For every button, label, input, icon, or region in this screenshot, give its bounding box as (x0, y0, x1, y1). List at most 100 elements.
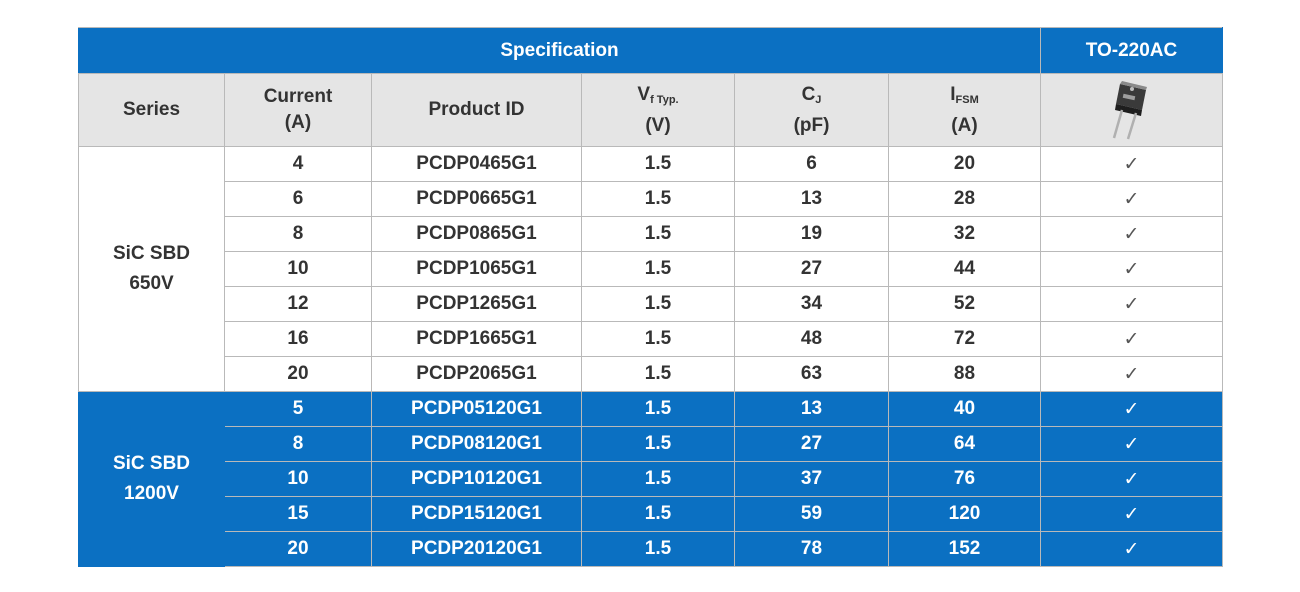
ifsm-cell: 120 (888, 496, 1041, 532)
package-check-icon: ✓ (1040, 531, 1223, 567)
title-row: Specification TO-220AC (78, 27, 1223, 74)
product-id-cell: PCDP15120G1 (371, 496, 582, 532)
col-vf-unit: (V) (645, 114, 671, 136)
ifsm-cell: 64 (888, 426, 1041, 462)
col-vf: Vf Typ. (V) (581, 73, 735, 147)
cj-cell: 13 (734, 181, 889, 217)
table-row: 10 PCDP1065G1 1.5 27 44 ✓ (79, 251, 1223, 287)
vf-cell: 1.5 (581, 286, 735, 322)
table-row: 16 PCDP1665G1 1.5 48 72 ✓ (79, 321, 1223, 357)
package-check-icon: ✓ (1040, 496, 1223, 532)
table-row: 8 PCDP08120G1 1.5 27 64 ✓ (79, 426, 1223, 462)
product-id-cell: PCDP0465G1 (371, 146, 582, 182)
package-check-icon: ✓ (1040, 146, 1223, 182)
package-check-icon: ✓ (1040, 356, 1223, 392)
current-cell: 20 (224, 356, 372, 392)
vf-cell: 1.5 (581, 146, 735, 182)
cj-cell: 19 (734, 216, 889, 252)
current-cell: 16 (224, 321, 372, 357)
table-row: SiC SBD 650V 4 PCDP0465G1 1.5 6 20 ✓ (78, 146, 1223, 392)
col-cj-unit: (pF) (793, 114, 830, 136)
col-vf-subscript: f Typ. (650, 93, 679, 106)
vf-cell: 1.5 (581, 426, 735, 462)
cj-cell: 63 (734, 356, 889, 392)
cj-cell: 34 (734, 286, 889, 322)
table-row: 20 PCDP20120G1 1.5 78 152 ✓ (79, 531, 1223, 567)
col-series: Series (78, 73, 225, 147)
cj-cell: 13 (734, 391, 889, 427)
col-current: Current (A) (224, 73, 372, 147)
table-row: 15 PCDP15120G1 1.5 59 120 ✓ (79, 496, 1223, 532)
product-id-cell: PCDP1665G1 (371, 321, 582, 357)
series-1200v-label: SiC SBD 1200V (78, 391, 225, 567)
current-cell: 12 (224, 286, 372, 322)
ifsm-cell: 32 (888, 216, 1041, 252)
vf-cell: 1.5 (581, 531, 735, 567)
table-row: 6 PCDP0665G1 1.5 13 28 ✓ (79, 181, 1223, 217)
product-id-cell: PCDP2065G1 (371, 356, 582, 392)
vf-cell: 1.5 (581, 496, 735, 532)
cj-cell: 27 (734, 426, 889, 462)
package-title: TO-220AC (1040, 27, 1223, 74)
vf-cell: 1.5 (581, 461, 735, 497)
specification-title: Specification (78, 27, 1041, 74)
series-name: SiC SBD (112, 453, 191, 474)
table-row: 10 PCDP10120G1 1.5 37 76 ✓ (79, 461, 1223, 497)
table-row: 20 PCDP2065G1 1.5 63 88 ✓ (79, 356, 1223, 392)
cj-cell: 48 (734, 321, 889, 357)
current-cell: 10 (224, 251, 372, 287)
col-vf-symbol: V (637, 83, 651, 105)
package-check-icon: ✓ (1040, 321, 1223, 357)
cj-cell: 6 (734, 146, 889, 182)
ifsm-cell: 44 (888, 251, 1041, 287)
package-check-icon: ✓ (1040, 426, 1223, 462)
cj-cell: 37 (734, 461, 889, 497)
series-650v-group: SiC SBD 650V 4 PCDP0465G1 1.5 6 20 ✓ 6 PCDP0665G1… (78, 146, 1223, 392)
col-current-label: Current (263, 86, 333, 107)
current-cell: 15 (224, 496, 372, 532)
ifsm-cell: 72 (888, 321, 1041, 357)
current-cell: 4 (224, 146, 372, 182)
product-id-cell: PCDP0865G1 (371, 216, 582, 252)
product-id-cell: PCDP20120G1 (371, 531, 582, 567)
ifsm-cell: 76 (888, 461, 1041, 497)
vf-cell: 1.5 (581, 321, 735, 357)
col-ifsm-unit: (A) (951, 114, 978, 136)
series-650v-label: SiC SBD 650V (78, 146, 225, 392)
col-ifsm: IFSM (A) (888, 73, 1041, 147)
ifsm-cell: 28 (888, 181, 1041, 217)
ifsm-cell: 88 (888, 356, 1041, 392)
vf-cell: 1.5 (581, 181, 735, 217)
col-product-id: Product ID (371, 73, 582, 147)
product-id-cell: PCDP0665G1 (371, 181, 582, 217)
col-current-unit: (A) (284, 112, 312, 133)
cj-cell: 27 (734, 251, 889, 287)
package-check-icon: ✓ (1040, 286, 1223, 322)
current-cell: 20 (224, 531, 372, 567)
package-check-icon: ✓ (1040, 461, 1223, 497)
package-check-icon: ✓ (1040, 251, 1223, 287)
package-check-icon: ✓ (1040, 216, 1223, 252)
table-row: SiC SBD 1200V 5 PCDP05120G1 1.5 13 40 ✓ (78, 391, 1223, 567)
ifsm-cell: 40 (888, 391, 1041, 427)
series-voltage: 650V (129, 273, 174, 294)
series-1200v-group: SiC SBD 1200V 5 PCDP05120G1 1.5 13 40 ✓ 8 PCDP081… (78, 391, 1223, 567)
product-id-cell: PCDP10120G1 (371, 461, 582, 497)
col-package (1040, 73, 1223, 147)
product-id-cell: PCDP1265G1 (371, 286, 582, 322)
current-cell: 10 (224, 461, 372, 497)
vf-cell: 1.5 (581, 356, 735, 392)
column-header-row: Series Current (A) Product ID Vf Typ. (V… (78, 73, 1223, 147)
product-id-cell: PCDP1065G1 (371, 251, 582, 287)
table-row: 12 PCDP1265G1 1.5 34 52 ✓ (79, 286, 1223, 322)
current-cell: 8 (224, 426, 372, 462)
vf-cell: 1.5 (581, 216, 735, 252)
product-id-cell: PCDP05120G1 (371, 391, 582, 427)
spec-table: Specification TO-220AC Series Current (A… (78, 27, 1223, 567)
col-ifsm-subscript: FSM (955, 93, 979, 106)
ifsm-cell: 20 (888, 146, 1041, 182)
table-row: 8 PCDP0865G1 1.5 19 32 ✓ (79, 216, 1223, 252)
ifsm-cell: 152 (888, 531, 1041, 567)
col-cj: CJ (pF) (734, 73, 889, 147)
current-cell: 8 (224, 216, 372, 252)
